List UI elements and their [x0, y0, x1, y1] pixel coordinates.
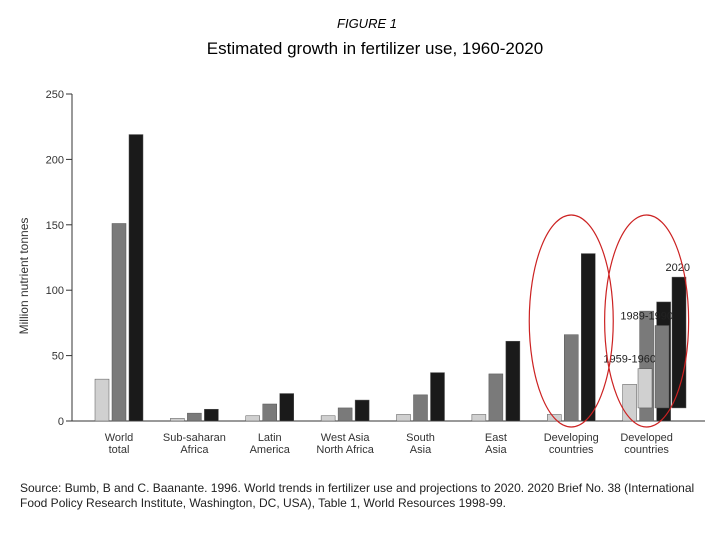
bar: [564, 334, 579, 422]
x-tick-label: countries: [624, 444, 669, 456]
bar: [622, 384, 637, 422]
y-tick-label: 150: [46, 220, 64, 232]
x-tick-label: Developed: [620, 432, 673, 444]
bar: [279, 393, 294, 422]
bar: [94, 378, 110, 422]
y-tick-label: 250: [46, 89, 64, 101]
bar: [354, 399, 370, 422]
x-tick-label: total: [109, 444, 130, 456]
bar: [245, 415, 260, 422]
figure-label: FIGURE 1: [337, 16, 397, 31]
chart: FIGURE 1 Estimated growth in fertilizer …: [17, 16, 705, 456]
bar: [581, 253, 596, 422]
x-tick-label: Asia: [485, 444, 507, 456]
x-tick-label: South: [406, 432, 435, 444]
bar: [187, 412, 202, 422]
x-tick-label: Sub-saharan: [163, 432, 226, 444]
y-tick-label: 200: [46, 154, 64, 166]
y-tick-label: 50: [52, 351, 64, 363]
x-tick-label: Developing: [544, 432, 599, 444]
x-tick-label: East: [485, 432, 507, 444]
x-tick-label: World: [105, 432, 134, 444]
x-tick-label: Africa: [180, 444, 209, 456]
legend-label: 2020: [666, 262, 690, 274]
x-tick-label: Latin: [258, 432, 282, 444]
chart-title: Estimated growth in fertilizer use, 1960…: [207, 39, 543, 58]
bar: [471, 414, 487, 422]
bar: [337, 407, 353, 422]
bar: [204, 408, 219, 422]
bar: [111, 223, 127, 422]
bar: [430, 372, 445, 422]
bar: [505, 340, 521, 422]
x-tick-label: North Africa: [316, 444, 374, 456]
legend-label: 1959-1960: [603, 354, 656, 366]
highlight-ellipse: [604, 214, 690, 428]
bar: [413, 394, 428, 422]
x-tick-label: countries: [549, 444, 594, 456]
legend-swatch: [654, 325, 670, 409]
highlight-ellipse: [528, 214, 614, 428]
source-note: Source: Bumb, B and C. Baanante. 1996. W…: [20, 481, 695, 510]
x-tick-label: West Asia: [321, 432, 371, 444]
legend-swatch: [637, 368, 653, 409]
bar: [262, 403, 277, 422]
x-tick-label: Asia: [410, 444, 432, 456]
legend-label: 1989-1990: [620, 311, 673, 323]
x-tick-label: America: [250, 444, 291, 456]
bar: [170, 418, 185, 422]
y-axis-label: Million nutrient tonnes: [17, 218, 31, 335]
bar: [396, 414, 411, 422]
bar: [488, 373, 504, 422]
y-tick-label: 100: [46, 285, 64, 297]
y-tick-label: 0: [58, 416, 64, 428]
bar: [128, 134, 144, 422]
bar: [320, 415, 336, 422]
